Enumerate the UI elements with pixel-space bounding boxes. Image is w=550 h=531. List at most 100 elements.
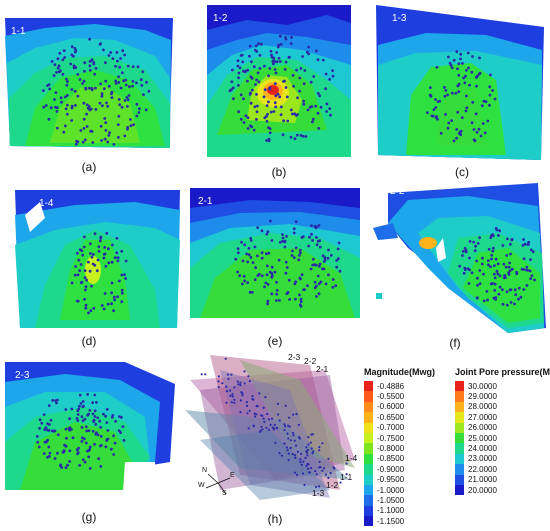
event-dot xyxy=(94,423,98,426)
event-dot xyxy=(200,373,203,376)
event-dot xyxy=(105,408,109,411)
event-dot xyxy=(328,107,332,110)
event-dot xyxy=(436,100,440,103)
event-dot xyxy=(239,411,242,414)
event-dot xyxy=(117,136,120,139)
event-dot xyxy=(310,105,314,108)
event-dot xyxy=(336,247,340,251)
event-dot xyxy=(458,264,462,268)
event-dot xyxy=(476,276,479,280)
event-dot xyxy=(55,71,58,74)
event-dot xyxy=(311,239,314,242)
event-dot xyxy=(306,108,310,112)
event-dot xyxy=(284,425,287,428)
event-dot xyxy=(85,278,89,282)
magnitude-legend-entry: -0.5500 xyxy=(364,391,435,402)
event-dot xyxy=(489,265,492,269)
event-dot xyxy=(100,139,103,142)
event-dot xyxy=(510,267,514,271)
event-dot xyxy=(508,269,512,272)
pressure-legend-label: 28.0000 xyxy=(468,402,497,412)
event-dot xyxy=(262,417,265,420)
event-dot xyxy=(329,254,333,257)
event-dot xyxy=(507,273,511,276)
magnitude-legend-label: -1.0000 xyxy=(377,485,405,495)
event-dot xyxy=(256,226,260,229)
event-dot xyxy=(116,256,120,259)
event-dot xyxy=(253,48,257,52)
magnitude-legend-entry: -0.8500 xyxy=(364,453,435,465)
event-dot xyxy=(255,118,258,121)
event-dot xyxy=(253,105,257,109)
event-dot xyxy=(267,100,270,104)
event-dot xyxy=(236,270,239,274)
event-dot xyxy=(293,137,297,141)
event-dot xyxy=(486,298,489,302)
event-dot xyxy=(47,445,51,449)
event-dot xyxy=(327,476,330,479)
event-dot xyxy=(311,120,314,124)
panel-caption: (h) xyxy=(267,512,283,526)
event-dot xyxy=(474,244,477,248)
event-dot xyxy=(260,425,263,428)
axis-label-w: W xyxy=(198,482,205,489)
contour-panel-2-2: 2-2 xyxy=(368,178,548,338)
event-dot xyxy=(337,257,340,260)
magnitude-legend-entry: -0.6000 xyxy=(364,401,435,413)
event-dot xyxy=(107,84,111,88)
event-dot xyxy=(73,47,77,50)
event-dot xyxy=(94,86,97,90)
event-dot xyxy=(307,436,310,439)
event-dot xyxy=(217,380,220,383)
event-dot xyxy=(480,104,484,108)
event-dot xyxy=(70,45,74,49)
event-dot xyxy=(316,92,320,95)
event-dot xyxy=(132,123,135,127)
event-dot xyxy=(70,104,74,108)
event-dot xyxy=(249,239,253,242)
event-dot xyxy=(61,58,65,62)
event-dot xyxy=(242,121,246,124)
event-dot xyxy=(84,303,88,307)
event-dot xyxy=(97,249,101,253)
event-dot xyxy=(82,127,86,130)
event-dot xyxy=(255,405,258,408)
event-dot xyxy=(510,238,514,241)
pressure-legend-entry: 24.0000 xyxy=(455,443,550,454)
event-dot xyxy=(488,103,491,107)
event-dot xyxy=(66,103,69,107)
event-dot xyxy=(102,87,106,90)
magnitude-legend-label: -0.7000 xyxy=(377,423,405,433)
event-dot xyxy=(246,412,249,415)
event-dot xyxy=(141,70,145,74)
event-dot xyxy=(457,73,461,77)
event-dot xyxy=(231,68,234,72)
event-dot xyxy=(90,255,94,259)
event-dot xyxy=(260,251,264,255)
event-dot xyxy=(435,116,438,119)
event-dot xyxy=(475,84,478,88)
event-dot xyxy=(237,71,241,75)
pressure-legend-entry: 27.0000 xyxy=(455,412,550,423)
event-dot xyxy=(104,414,107,418)
event-dot xyxy=(242,274,246,278)
magnitude-legend-swatch xyxy=(364,443,373,454)
event-dot xyxy=(59,463,62,467)
event-dot xyxy=(303,483,306,487)
event-dot xyxy=(82,101,86,105)
event-dot xyxy=(107,134,111,137)
event-dot xyxy=(478,236,481,240)
event-dot xyxy=(83,61,87,65)
event-dot xyxy=(266,112,269,116)
event-dot xyxy=(95,401,98,404)
pressure-legend-entry: 28.0000 xyxy=(455,401,550,413)
event-dot xyxy=(44,426,48,429)
event-dot xyxy=(267,126,270,129)
event-dot xyxy=(117,114,121,118)
event-dot xyxy=(247,247,251,250)
event-dot xyxy=(526,243,530,246)
event-dot xyxy=(307,443,310,446)
event-dot xyxy=(107,261,111,265)
event-dot xyxy=(63,124,67,128)
event-dot xyxy=(113,256,117,260)
